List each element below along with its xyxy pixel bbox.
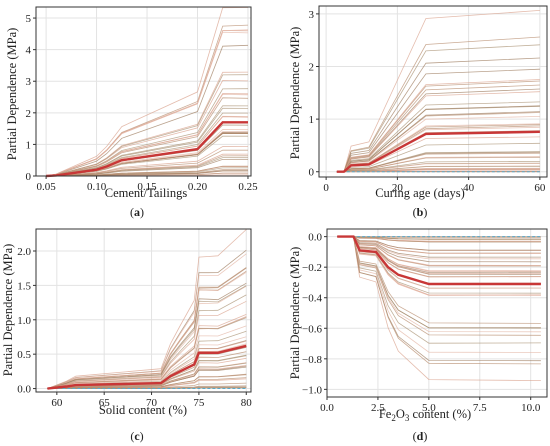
- panel-c-ice-line-33: [47, 271, 247, 389]
- panel-b-xtick-label-3: 60: [534, 182, 546, 194]
- panel-d-xlabel: Fe2O3 content (%): [379, 407, 471, 423]
- panel-c-ytick-label-0: 0.0: [17, 384, 31, 396]
- panel-d-ytick-label-1: −0.2: [302, 262, 322, 274]
- panel-c-xtick-label-0: 60: [51, 397, 63, 409]
- panel-c-ice-line-23: [47, 325, 247, 389]
- panel-c-ice-line-37: [47, 282, 247, 389]
- panel-b-ice-line-12: [336, 88, 540, 173]
- panel-c-xtick-label-4: 80: [241, 397, 253, 409]
- panel-c-ice-line-1: [47, 270, 247, 389]
- panel-d-ytick-label-0: 0.0: [308, 232, 322, 244]
- panel-b-xtick-label-1: 20: [392, 182, 404, 194]
- panel-b-ytick-label-0: 0: [309, 167, 315, 179]
- panel-a-xtick-label-0: 0.05: [36, 181, 56, 193]
- panel-c-ice-lines: [47, 229, 247, 390]
- panel-c: 60 65 70 75 80 0.0 0.5 1.0 1.5 2.0 Solid content …: [1, 228, 252, 443]
- panel-c-ytick-label-3: 1.5: [17, 280, 31, 292]
- panel-d-xtick-label-0: 0.0: [320, 402, 334, 414]
- panel-c-ytick-label-2: 1.0: [17, 315, 31, 327]
- panel-a-ice-line-37: [46, 44, 249, 177]
- panel-a-ice-lines: [46, 7, 249, 177]
- panel-a-frame: [35, 6, 252, 177]
- panel-b-xtick-label-2: 40: [463, 182, 475, 194]
- panel-c-ice-line-18: [47, 253, 247, 389]
- panel-a-average-line: [46, 121, 248, 178]
- panel-c-xlabel: Solid content (%): [99, 403, 187, 417]
- panel-c-grid: [36, 229, 251, 392]
- panel-c-average-line: [47, 344, 247, 390]
- panel-c-ice-line-0: [47, 229, 247, 389]
- panel-b-ice-lines: [336, 10, 540, 173]
- panel-a-ice-line-0: [46, 7, 249, 177]
- panel-d-ytick-label-5: −1.0: [302, 384, 322, 396]
- panel-c-xtick-label-1: 65: [99, 397, 111, 409]
- panel-b-label: (b): [413, 205, 428, 219]
- panel-a-ytick-label-3: 3: [26, 76, 32, 88]
- panel-a-ylabel: Partial Dependence (MPa): [5, 28, 19, 161]
- panel-b: 0 20 40 60 0 1 2 3 Curing age (days) Partial De…: [288, 5, 548, 219]
- panel-d-average-line: [337, 235, 541, 286]
- panel-a-xtick-label-4: 0.25: [238, 181, 258, 193]
- panel-c-ice-line-40: [47, 300, 247, 389]
- panel-a-ytick-label-2: 2: [26, 108, 32, 120]
- panel-d-xtick-label-4: 10.0: [521, 402, 541, 414]
- panel-d-ylabel: Partial Dependence (MPa): [288, 247, 302, 380]
- panel-d-ytick-label-3: −0.6: [302, 323, 322, 335]
- panel-c-ytick-label-1: 0.5: [17, 349, 31, 361]
- panel-c-ticks: 60 65 70 75 80 0.0 0.5 1.0 1.5 2.0: [17, 246, 252, 409]
- panel-c-frame: [35, 228, 252, 393]
- panel-b-ytick-label-1: 1: [309, 114, 315, 126]
- panel-a-ytick-label-4: 4: [26, 45, 32, 57]
- panel-a: 0.05 0.10 0.15 0.20 0.25 0 1 2 3 4 5 Cement/Tailin…: [5, 6, 259, 219]
- panel-b-ticks: 0 20 40 60 0 1 2 3: [309, 9, 546, 194]
- panel-c-label: (c): [130, 429, 143, 443]
- panel-a-xtick-label-3: 0.20: [188, 181, 208, 193]
- panel-b-xlabel: Curing age (days): [375, 186, 465, 200]
- panel-d-ytick-label-2: −0.4: [302, 293, 322, 305]
- panel-c-ice-line-3: [47, 285, 247, 389]
- panel-c-xtick-label-3: 75: [193, 397, 205, 409]
- panel-a-ytick-label-1: 1: [26, 139, 32, 151]
- panel-c-ice-line-41: [47, 374, 247, 389]
- panel-c-ytick-label-4: 2.0: [17, 246, 31, 258]
- panel-b-xtick-label-0: 0: [323, 182, 329, 194]
- panel-d-xtick-label-1: 2.5: [371, 402, 385, 414]
- panel-a-ytick-label-5: 5: [26, 13, 32, 25]
- panel-d-xtick-label-2: 5.0: [422, 402, 436, 414]
- panel-b-ytick-label-2: 2: [309, 62, 315, 74]
- panel-c-xtick-label-2: 70: [146, 397, 158, 409]
- panel-c-ice-line-24: [47, 285, 247, 389]
- panel-d-xtick-label-3: 7.5: [473, 402, 487, 414]
- panel-a-ytick-label-0: 0: [26, 171, 32, 183]
- panel-c-ylabel: Partial Dependence (MPa): [1, 244, 15, 377]
- panel-a-ice-line-38: [46, 29, 249, 177]
- panel-a-xtick-label-1: 0.10: [87, 181, 107, 193]
- panel-a-xtick-label-2: 0.15: [137, 181, 157, 193]
- panel-b-frame: [318, 5, 548, 178]
- panel-d-frame: [326, 228, 548, 398]
- panel-d-ice-line-41: [337, 236, 541, 365]
- panel-b-average-line: [336, 130, 540, 173]
- panel-b-ytick-label-3: 3: [309, 9, 315, 21]
- panel-a-xlabel: Cement/Tailings: [105, 186, 188, 200]
- panel-c-ice-line-15: [47, 314, 247, 389]
- panel-d-ytick-label-4: −0.8: [302, 354, 322, 366]
- panel-d: 0.0 2.5 5.0 7.5 10.00.0−0.2−0.4−0.6−0.8−1.0 …: [288, 228, 548, 443]
- panel-a-ice-line-39: [46, 74, 249, 177]
- panel-a-ticks: 0.05 0.10 0.15 0.20 0.25 0 1 2 3 4 5: [26, 13, 259, 193]
- panel-d-ticks: 0.0 2.5 5.0 7.5 10.0 0.0 −0.2 −0.4 −0.6 −0.8 −1.0: [302, 232, 541, 414]
- panel-d-label: (d): [413, 429, 428, 443]
- panel-b-ylabel: Partial Dependence (MPa): [288, 27, 302, 160]
- panel-a-grid: [36, 7, 251, 177]
- panel-a-label: (a): [130, 205, 144, 219]
